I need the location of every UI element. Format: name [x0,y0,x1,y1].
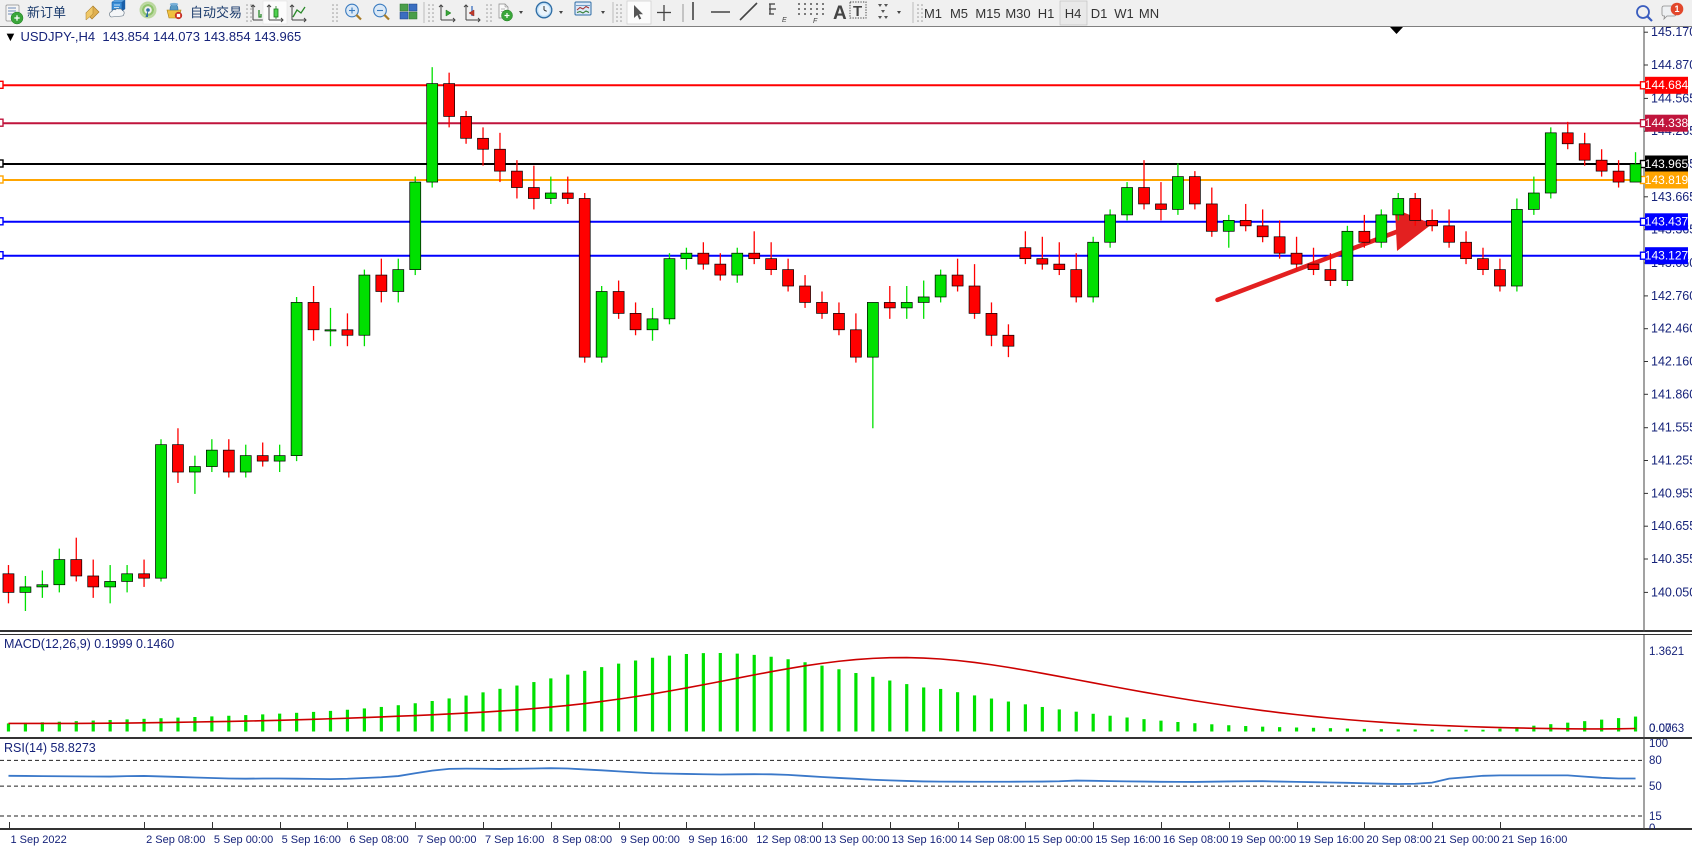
svg-text:140.655: 140.655 [1651,519,1692,533]
svg-text:H1: H1 [1038,6,1055,21]
svg-text:141.255: 141.255 [1651,454,1692,468]
svg-text:W1: W1 [1114,6,1134,21]
svg-text:E: E [782,17,787,24]
svg-text:144.684: 144.684 [1645,78,1689,92]
svg-text:M5: M5 [950,6,968,21]
svg-text:A: A [833,3,847,24]
svg-text:1.3621: 1.3621 [1649,646,1684,658]
svg-text:D1: D1 [1091,6,1108,21]
svg-text:140.955: 140.955 [1651,486,1692,500]
svg-text:142.160: 142.160 [1651,355,1692,369]
svg-text:144.338: 144.338 [1645,116,1689,130]
svg-text:143.127: 143.127 [1645,249,1689,263]
svg-text:141.860: 141.860 [1651,387,1692,401]
svg-text:MN: MN [1139,6,1159,21]
svg-text:F: F [813,18,818,25]
svg-text:142.460: 142.460 [1651,322,1692,336]
svg-text:143.665: 143.665 [1651,190,1692,204]
svg-text:H4: H4 [1065,6,1082,21]
svg-text:T: T [853,3,862,20]
svg-text:50: 50 [1649,781,1662,793]
svg-text:143.819: 143.819 [1645,173,1689,187]
svg-text:143.965: 143.965 [1645,157,1689,171]
svg-text:143.437: 143.437 [1645,215,1689,229]
svg-text:自动交易: 自动交易 [190,5,242,20]
svg-text:新订单: 新订单 [27,5,66,20]
svg-text:M1: M1 [924,6,942,21]
svg-text:M30: M30 [1005,6,1030,21]
svg-text:1: 1 [1674,4,1679,14]
svg-text:141.555: 141.555 [1651,421,1692,435]
svg-text:144.870: 144.870 [1651,58,1692,72]
svg-text:M15: M15 [975,6,1000,21]
svg-text:80: 80 [1649,755,1662,767]
svg-text:140.355: 140.355 [1651,552,1692,566]
svg-text:100: 100 [1649,739,1668,750]
svg-text:145.170: 145.170 [1651,27,1692,39]
svg-text:140.050: 140.050 [1651,585,1692,599]
svg-text:0.00: 0.00 [1649,723,1671,735]
svg-text:15: 15 [1649,811,1662,823]
svg-text:142.760: 142.760 [1651,289,1692,303]
